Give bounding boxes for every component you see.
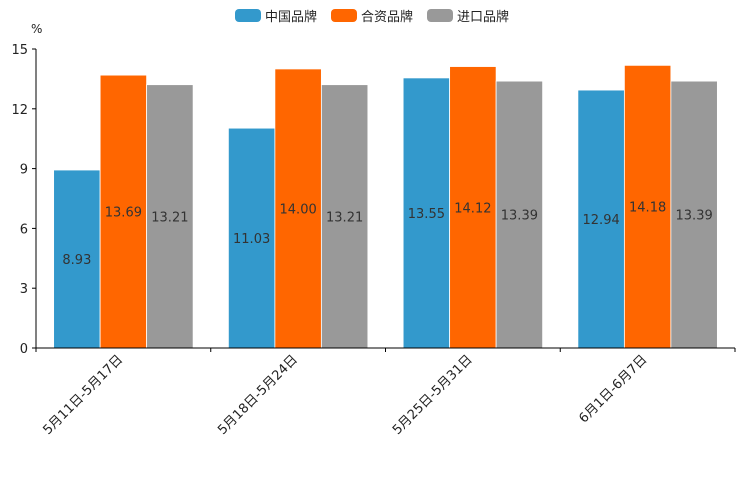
- legend-entry: 中国品牌: [265, 9, 317, 25]
- x-category-label: 5月11日-5月17日: [40, 352, 126, 438]
- bar-value-label: 12.94: [583, 213, 620, 228]
- bar: [274, 68, 322, 349]
- bar-value-label: 14.00: [280, 202, 317, 217]
- bar-value-label: 11.03: [233, 232, 270, 247]
- y-tick-label: 6: [20, 222, 28, 237]
- bar-value-label: 13.39: [501, 209, 538, 224]
- bar-value-label: 13.55: [408, 207, 445, 222]
- legend: 中国品牌 合资品牌 进口品牌: [235, 9, 509, 25]
- y-tick-label: 3: [20, 282, 28, 297]
- bar: [227, 127, 276, 349]
- y-tick-label: 15: [11, 43, 28, 58]
- bar-value-label: 13.21: [151, 210, 188, 225]
- legend-swatch: [235, 9, 261, 22]
- bar: [402, 77, 451, 349]
- bars-layer: 8.93 11.03 13.55 12.94 13.69 14.00 14.12 14.18 1…: [53, 64, 718, 349]
- bar: [623, 64, 672, 349]
- legend-swatch: [331, 9, 357, 22]
- bar: [320, 84, 369, 349]
- bar: [670, 80, 718, 349]
- bar-value-label: 13.69: [105, 206, 142, 221]
- y-tick-label: 9: [20, 163, 28, 178]
- y-tick-label: 0: [20, 342, 28, 357]
- y-axis: 0 3 6 9 12 15: [11, 43, 37, 357]
- bar: [577, 89, 625, 349]
- x-category-label: 5月25日-5月31日: [390, 352, 476, 438]
- x-category-label: 6月1日-6月7日: [576, 352, 650, 426]
- bar: [495, 80, 544, 349]
- bar: [99, 74, 148, 349]
- legend-entry: 合资品牌: [361, 9, 413, 25]
- bar-value-label: 13.21: [326, 210, 363, 225]
- x-category-label: 5月18日-5月24日: [215, 352, 301, 438]
- bar-value-label: 13.39: [676, 209, 713, 224]
- bar-value-label: 14.18: [629, 201, 666, 216]
- y-tick-label: 12: [11, 103, 28, 118]
- legend-entry: 进口品牌: [457, 9, 509, 25]
- x-axis: 5月11日-5月17日 5月18日-5月24日 5月25日-5月31日 6月1日-6月…: [35, 347, 736, 438]
- bar-value-label: 14.12: [454, 201, 491, 216]
- bar-value-label: 8.93: [62, 253, 91, 268]
- bar: [146, 84, 194, 349]
- y-axis-unit-label: %: [31, 22, 42, 36]
- legend-swatch: [427, 9, 453, 22]
